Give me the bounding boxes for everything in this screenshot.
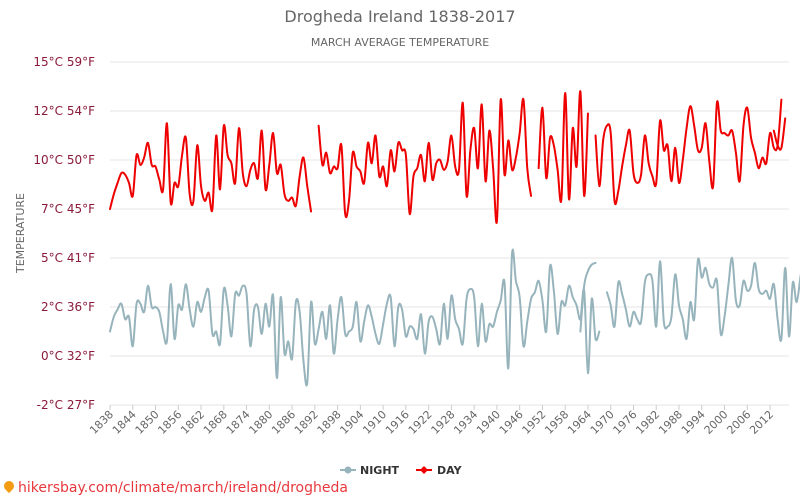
x-tick-label: 1880 xyxy=(246,408,275,437)
x-tick-label: 1976 xyxy=(611,408,640,437)
legend-item-night[interactable]: NIGHT xyxy=(340,464,400,477)
series-day xyxy=(109,90,787,224)
y-tick-labels: 15°C 59°F 12°C 54°F 10°C 50°F 7°C 45°F 5°C 4… xyxy=(33,55,95,412)
y-tick-label: 0°C 32°F xyxy=(41,349,95,363)
legend-night-label: NIGHT xyxy=(360,464,400,477)
x-tick-label: 1946 xyxy=(497,408,526,437)
y-tick-label: 2°C 36°F xyxy=(41,300,95,314)
x-tick-label: 1898 xyxy=(315,408,344,437)
x-tick-label: 1910 xyxy=(360,408,389,437)
x-tick-label: 1988 xyxy=(656,408,685,437)
x-tick-label: 1886 xyxy=(269,408,298,437)
x-tick-label: 1922 xyxy=(406,408,435,437)
y-tick-label: 12°C 54°F xyxy=(33,104,95,118)
series-day-line xyxy=(317,97,533,224)
x-tick-label: 1964 xyxy=(565,408,594,437)
x-tick-label: 1892 xyxy=(292,408,321,437)
series-night xyxy=(109,248,800,387)
series-day-line xyxy=(772,117,787,151)
watermark-text: hikersbay.com/climate/march/ireland/drog… xyxy=(18,480,348,496)
x-tick-label: 1856 xyxy=(155,408,184,437)
x-tick-label: 1958 xyxy=(542,408,571,437)
series-day-line xyxy=(537,90,589,203)
x-tick-label: 1904 xyxy=(337,408,366,437)
chart-title: Drogheda Ireland 1838-2017 xyxy=(284,7,515,26)
y-tick-label: -2°C 27°F xyxy=(37,398,95,412)
x-tick-label: 1916 xyxy=(383,408,412,437)
x-tick-label: 1874 xyxy=(224,408,253,437)
series-day-line xyxy=(594,98,783,206)
x-tick-label: 1868 xyxy=(201,408,230,437)
grid-lines xyxy=(110,61,789,406)
legend-night-marker xyxy=(344,466,352,474)
x-tick-label: 2006 xyxy=(724,408,753,437)
x-tick-label: 2000 xyxy=(702,408,731,437)
y-tick-label: 15°C 59°F xyxy=(33,55,95,69)
legend-day-marker xyxy=(420,466,428,474)
x-tick-label: 1940 xyxy=(474,408,503,437)
x-tick-label: 2012 xyxy=(747,408,776,437)
x-tick-label: 1982 xyxy=(633,408,662,437)
series-lines xyxy=(109,90,800,387)
series-day-line xyxy=(109,122,313,213)
x-tick-label: 1994 xyxy=(679,408,708,437)
y-tick-label: 5°C 41°F xyxy=(41,251,95,265)
series-night-line xyxy=(579,261,597,333)
series-night-line xyxy=(605,256,800,342)
legend: NIGHT DAY xyxy=(340,464,463,477)
x-tick-label: 1850 xyxy=(133,408,162,437)
x-tick-label: 1838 xyxy=(87,408,116,437)
x-tick-label: 1928 xyxy=(429,408,458,437)
chart-subtitle: MARCH AVERAGE TEMPERATURE xyxy=(311,36,489,49)
x-tick-labels: 1838184418501856186218681874188018861892… xyxy=(87,405,776,437)
watermark[interactable]: hikersbay.com/climate/march/ireland/drog… xyxy=(1,478,348,496)
x-tick-label: 1862 xyxy=(178,408,207,437)
legend-item-day[interactable]: DAY xyxy=(416,464,463,477)
x-tick-label: 1844 xyxy=(110,408,139,437)
x-tick-label: 1934 xyxy=(451,408,480,437)
legend-day-label: DAY xyxy=(437,464,463,477)
location-pin-icon xyxy=(1,478,17,494)
series-night-line xyxy=(109,248,601,387)
y-tick-label: 10°C 50°F xyxy=(33,153,95,167)
x-tick-label: 1952 xyxy=(520,408,549,437)
x-tick-label: 1970 xyxy=(588,408,617,437)
y-tick-label: 7°C 45°F xyxy=(41,202,95,216)
y-axis-label: TEMPERATURE xyxy=(14,193,27,274)
